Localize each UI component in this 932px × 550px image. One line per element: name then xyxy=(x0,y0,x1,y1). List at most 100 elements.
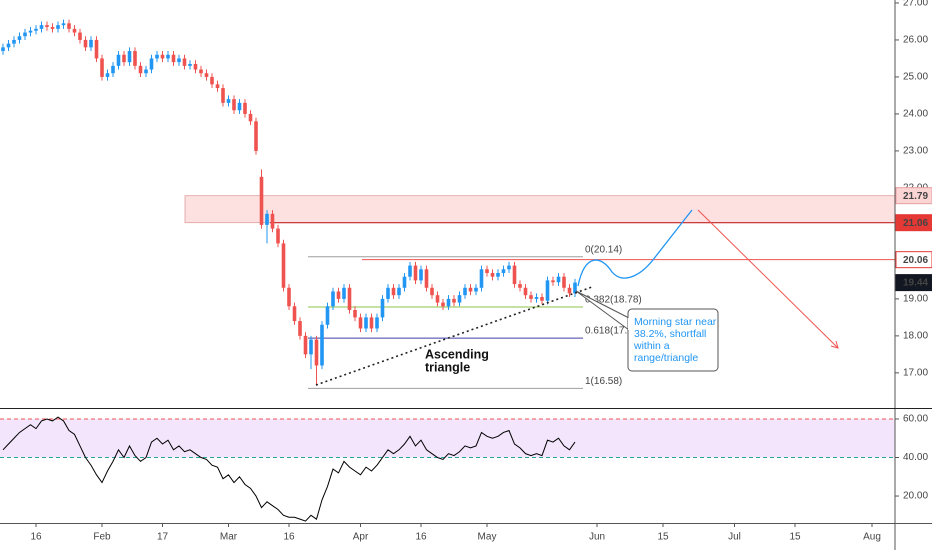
y-tick-label: 23.00 xyxy=(903,146,928,157)
candle-body xyxy=(116,54,121,66)
candle-body xyxy=(430,287,434,296)
candle-body xyxy=(292,306,297,322)
candle-body xyxy=(171,54,176,63)
y-tick-label: 27.00 xyxy=(903,0,928,9)
candle-body xyxy=(369,317,374,329)
candle-body xyxy=(111,65,115,74)
candle-body xyxy=(391,287,396,296)
price-badge xyxy=(895,251,932,269)
candle-body xyxy=(468,287,473,292)
candle-body xyxy=(386,287,390,299)
x-tick-label: 16 xyxy=(283,532,295,543)
candle-body xyxy=(83,39,88,48)
candle-body xyxy=(529,295,533,299)
candle-body xyxy=(67,23,71,29)
candle-body xyxy=(160,54,165,59)
candle-body xyxy=(435,295,440,303)
y-tick-label: 24.00 xyxy=(903,109,928,120)
projection-arrow xyxy=(697,209,839,349)
rsi-tick-label: 20.00 xyxy=(903,491,928,502)
candle-body xyxy=(45,25,49,28)
candle-body xyxy=(512,265,517,285)
fib-label: 0(20.14) xyxy=(585,244,622,255)
rsi-line xyxy=(2,416,576,522)
y-tick-label: 26.00 xyxy=(903,35,928,46)
candle-body xyxy=(138,65,143,74)
candle-body xyxy=(551,280,555,283)
x-tick-label: Jun xyxy=(589,532,605,543)
candle-body xyxy=(254,121,258,151)
candle-body xyxy=(122,54,126,63)
rsi-band xyxy=(0,418,895,458)
candle-body xyxy=(215,84,220,89)
candle-body xyxy=(270,213,275,229)
x-tick-label: 16 xyxy=(415,532,427,543)
fib-label: 0.618(17.94) xyxy=(585,326,642,337)
candle-body xyxy=(523,287,528,296)
candle-body xyxy=(6,43,11,48)
candle-body xyxy=(336,291,341,299)
rsi-tick-label: 40.00 xyxy=(903,452,928,463)
candle-body xyxy=(545,280,550,301)
y-tick-label: 25.00 xyxy=(903,72,928,83)
candle-body xyxy=(375,317,379,329)
x-tick-label: 15 xyxy=(657,532,669,543)
candle-body xyxy=(166,54,170,59)
candle-body xyxy=(303,335,308,355)
candle-body xyxy=(193,63,198,70)
candle-body xyxy=(259,176,264,225)
candle-body xyxy=(72,28,77,33)
candle-body xyxy=(441,302,445,307)
rsi-tick-label: 60.00 xyxy=(903,414,928,425)
candle-body xyxy=(39,25,44,29)
callout-box xyxy=(627,308,719,372)
candle-body xyxy=(358,317,363,329)
back-layer: 0(20.14) 0.382(18.78) 0.618(17.94) 1(16.58) xyxy=(0,195,896,459)
candle-body xyxy=(226,99,231,103)
marks-layer xyxy=(1,19,577,522)
candle-body xyxy=(94,39,99,59)
candle-body xyxy=(210,76,214,85)
candle-body xyxy=(1,47,5,52)
candle-body xyxy=(419,269,423,281)
candle-body xyxy=(496,272,500,277)
price-badge xyxy=(895,214,932,232)
candle-body xyxy=(397,287,401,296)
pattern-label: Ascending xyxy=(425,347,489,361)
supply-zone xyxy=(184,195,896,224)
price-badge-label: 21.06 xyxy=(903,218,928,229)
candle-body xyxy=(133,51,137,66)
candle-body xyxy=(342,287,346,299)
candle-body xyxy=(237,102,242,111)
pattern-label: triangle xyxy=(425,360,470,374)
candle-body xyxy=(78,32,82,40)
x-tick-label: 16 xyxy=(30,532,42,543)
fib-label: 0.382(18.78) xyxy=(585,295,642,306)
candle-body xyxy=(243,102,247,114)
candle-body xyxy=(567,287,572,294)
candle-body xyxy=(281,243,286,288)
callout-pointer xyxy=(575,290,630,331)
candle-body xyxy=(221,88,225,103)
candle-body xyxy=(331,291,335,307)
candle-body xyxy=(149,58,154,70)
candle-body xyxy=(485,269,489,273)
candle-body xyxy=(298,321,302,336)
candle-body xyxy=(34,28,38,31)
price-badge xyxy=(895,274,932,292)
callout-text: Morning star near xyxy=(634,316,717,328)
arrow-head xyxy=(830,340,839,349)
candle-body xyxy=(457,295,462,303)
candle-body xyxy=(402,276,407,288)
price-badge xyxy=(895,187,932,205)
candle-body xyxy=(364,317,368,329)
x-tick-label: May xyxy=(478,532,497,543)
candle-body xyxy=(463,287,467,296)
x-tick-label: 15 xyxy=(789,532,801,543)
candle-body xyxy=(534,297,539,299)
candle-body xyxy=(347,287,352,310)
price-badge-label: 21.79 xyxy=(903,191,928,202)
